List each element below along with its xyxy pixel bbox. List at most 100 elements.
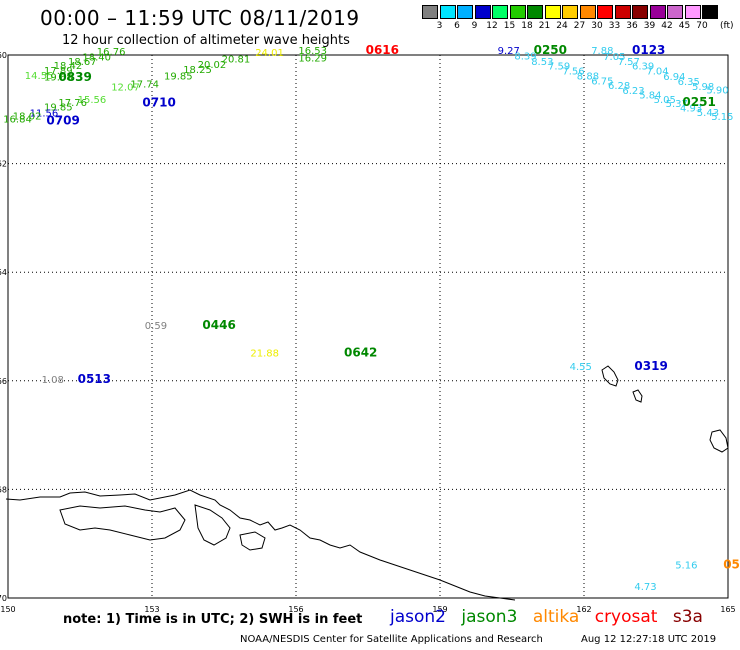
island-2 (632, 389, 643, 403)
wave-height-value: 6.75 (591, 76, 613, 87)
longitude-tick-label: 162 (576, 605, 591, 614)
wave-height-value: 19.85 (164, 71, 193, 82)
color-scale-label: 30 (591, 21, 603, 31)
color-scale-label: 70 (696, 21, 708, 31)
coastline-mainland (5, 489, 516, 601)
pass-time-label: 0616 (366, 43, 399, 57)
wave-height-value: 16.29 (298, 54, 327, 65)
color-swatch (702, 5, 718, 19)
pass-time-label: 0446 (202, 318, 235, 332)
wave-height-value: 5.16 (675, 561, 697, 572)
wave-height-value: 6.28 (608, 81, 630, 92)
pass-times: 0616 0839 0710 0709 0250 0123 0251 0446 0642 0319… (46, 43, 740, 572)
wave-height-value: 8.53 (531, 57, 553, 68)
legend-jason2: jason2 (390, 607, 446, 627)
wave-height-value: 8.88 (577, 71, 599, 82)
wave-height-value: 7.56 (562, 67, 584, 78)
longitude-tick-label: 150 (0, 605, 15, 614)
color-scale-label: 33 (608, 21, 621, 31)
latitude-tick-label: -70 (0, 594, 7, 603)
wave-height-value: 0.59 (145, 321, 167, 332)
pass-time-label: 0513 (78, 372, 111, 386)
color-scale-label: 39 (643, 21, 656, 31)
color-swatch (579, 5, 596, 19)
wave-height-value: 7.59 (548, 62, 570, 73)
units-note: note: 1) Time is in UTC; 2) SWH is in fe… (63, 612, 363, 627)
color-swatch (439, 5, 456, 19)
latitude-tick-label: -62 (0, 160, 7, 169)
wave-height-value: 1.08 (42, 375, 64, 386)
wave-height-value: 18.40 (82, 52, 111, 63)
pass-time-label: 0251 (682, 95, 715, 109)
color-swatch (492, 5, 508, 19)
color-swatch (422, 5, 438, 19)
wave-height-value: 4.55 (570, 362, 592, 373)
wave-height-value: 18.67 (68, 57, 97, 68)
wave-height-value: 5.43 (697, 108, 719, 119)
color-swatch (509, 5, 526, 19)
color-swatch (474, 5, 491, 19)
pass-time-label: 0123 (632, 43, 665, 57)
color-swatch (562, 5, 578, 19)
wave-height-value: 14.55 (25, 71, 54, 82)
wave-height-value: 19.85 (44, 102, 73, 113)
latitude-tick-label: -60 (0, 51, 7, 60)
latitude-tick-label: -64 (0, 268, 7, 277)
color-scale-label: 6 (454, 21, 460, 31)
color-scale-label: 9 (471, 21, 478, 31)
wave-height-value: 20.02 (198, 60, 227, 71)
wave-height-value: 17.74 (130, 80, 159, 91)
color-swatch (544, 5, 561, 19)
color-scale-label: 15 (503, 21, 516, 31)
color-scale-label: 42 (661, 21, 673, 31)
color-swatch (667, 5, 683, 19)
wave-height-value: 21.88 (250, 348, 279, 359)
wave-height-value: 16.76 (97, 47, 126, 58)
wave-height-value: 17.89 (44, 66, 73, 77)
coastline-cape (239, 531, 266, 551)
color-scale-label: 45 (678, 21, 691, 31)
longitude-tick-label: 156 (288, 605, 303, 614)
pass-time-label: 0710 (142, 96, 175, 110)
latitude-tick-label: -68 (0, 485, 7, 494)
latitude-tick-label: -66 (0, 377, 7, 386)
pass-time-label: 0319 (634, 359, 667, 373)
wave-height-value: 16.53 (298, 46, 327, 57)
wave-height-value: 20.81 (222, 55, 251, 66)
antarctic-coastline (5, 365, 729, 601)
wave-height-value: 4.73 (634, 582, 656, 593)
wave-height-value: 24.01 (255, 48, 284, 59)
wave-height-value: 6.23 (622, 86, 644, 97)
color-scale-unit: (ft) (720, 21, 734, 31)
wave-height-value: 17.76 (58, 98, 87, 109)
wave-height-value: 7.88 (591, 46, 613, 57)
color-swatch (649, 5, 666, 19)
pass-time-label: 0839 (58, 70, 91, 84)
wave-height-value: 5.15 (711, 112, 733, 123)
wave-height-value: 4.93 (680, 103, 702, 114)
satellite-legend: jason2 jason3 altika cryosat s3a (390, 607, 713, 627)
legend-altika: altika (532, 607, 580, 627)
color-swatch (457, 5, 473, 19)
wave-height-value: 5.37 (666, 99, 688, 110)
map-grid: 150 153 156 159 162 165 -60 -62 -64 -66 -68 -70 (0, 51, 736, 614)
color-scale-label: 12 (486, 21, 498, 31)
legend-s3a: s3a (672, 607, 703, 627)
color-scale-label: 36 (626, 21, 638, 31)
legend-cryosat: cryosat (594, 607, 658, 627)
chart-subtitle: 12 hour collection of altimeter wave hei… (62, 33, 350, 48)
wave-height-value: 9.27 (498, 46, 520, 57)
island-1 (601, 365, 619, 387)
wave-height-value: 11.56 (30, 108, 59, 119)
pass-time-label: 0642 (344, 345, 377, 359)
footer-credit: NOAA/NESDIS Center for Satellite Applica… (240, 634, 543, 645)
wave-height-value: 8.39 (514, 51, 536, 62)
chart-title: 00:00 – 11:59 UTC 08/11/2019 (40, 6, 360, 30)
wave-height-value: 18.02 (13, 112, 42, 123)
wave-height-value: 6.39 (632, 62, 654, 73)
longitude-tick-label: 153 (144, 605, 159, 614)
map-frame (7, 54, 729, 599)
color-swatch (632, 5, 648, 19)
